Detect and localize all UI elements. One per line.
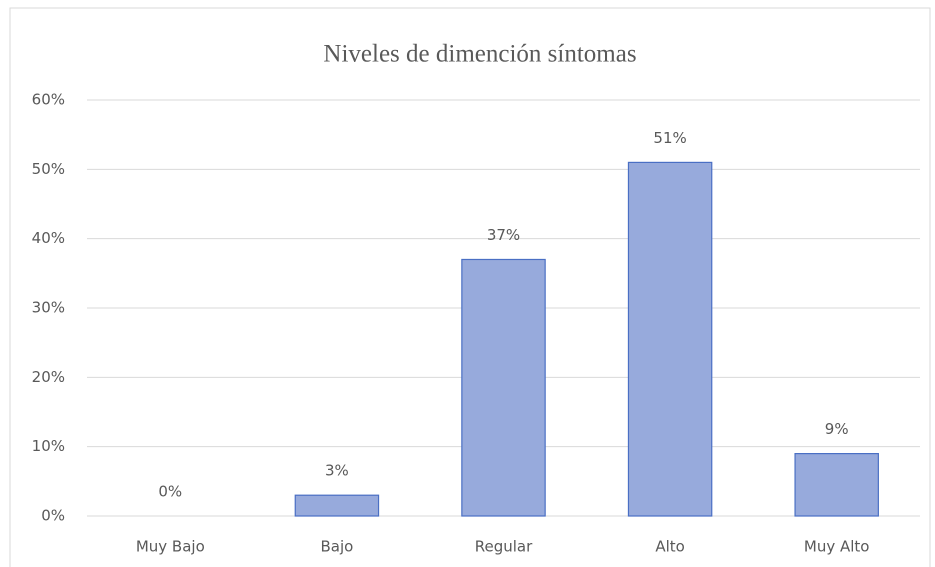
y-tick-label: 50% xyxy=(32,160,65,178)
data-label: 37% xyxy=(487,226,520,244)
data-label: 9% xyxy=(825,420,849,438)
x-tick-label: Muy Bajo xyxy=(136,538,205,556)
data-label: 51% xyxy=(653,129,686,147)
y-tick-label: 30% xyxy=(32,299,65,317)
x-tick-label: Regular xyxy=(475,538,533,556)
x-tick-label: Muy Alto xyxy=(804,538,870,556)
bar xyxy=(794,453,879,517)
x-tick-label: Bajo xyxy=(320,538,353,556)
y-tick-label: 40% xyxy=(32,229,65,247)
y-tick-label: 20% xyxy=(32,368,65,386)
y-tick-label: 0% xyxy=(41,507,65,525)
y-tick-label: 60% xyxy=(32,91,65,109)
bar xyxy=(294,494,380,517)
bar xyxy=(627,161,713,517)
bar xyxy=(461,258,546,517)
data-label: 0% xyxy=(158,483,182,501)
data-label: 3% xyxy=(325,462,349,480)
y-tick-label: 10% xyxy=(32,437,65,455)
x-tick-label: Alto xyxy=(655,538,685,556)
chart-title: Niveles de dimención síntomas xyxy=(323,41,636,68)
